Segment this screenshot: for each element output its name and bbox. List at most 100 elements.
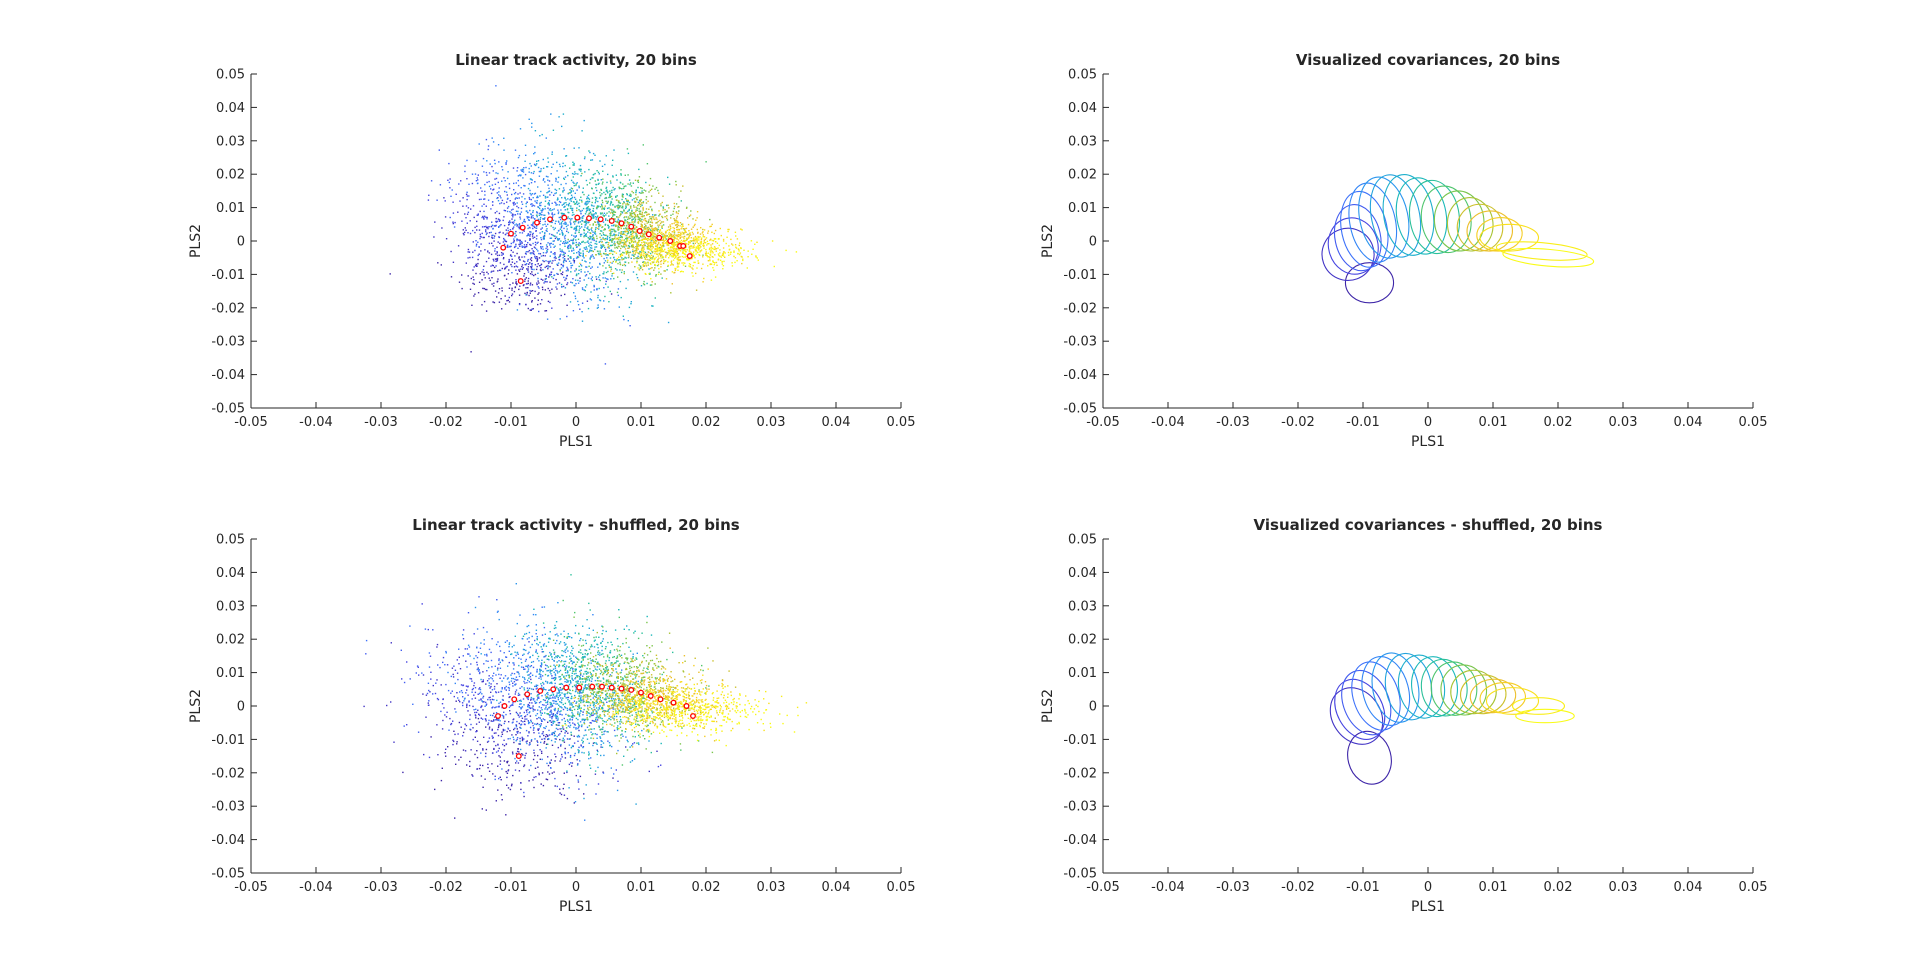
scatter-point bbox=[462, 749, 465, 751]
scatter-point bbox=[529, 262, 531, 264]
scatter-point bbox=[638, 257, 640, 260]
scatter-point bbox=[553, 235, 555, 237]
scatter-point bbox=[524, 720, 526, 722]
scatter-point bbox=[679, 231, 681, 234]
scatter-point bbox=[488, 737, 491, 739]
scatter-point bbox=[640, 187, 642, 189]
scatter-point bbox=[541, 738, 543, 740]
scatter-point bbox=[535, 238, 538, 240]
scatter-point bbox=[468, 251, 471, 253]
scatter-point bbox=[588, 212, 591, 214]
scatter-point bbox=[571, 719, 573, 721]
scatter-point bbox=[525, 752, 527, 755]
scatter-point bbox=[661, 277, 663, 279]
scatter-point bbox=[575, 244, 578, 246]
scatter-point bbox=[620, 234, 622, 237]
scatter-point bbox=[681, 233, 683, 235]
scatter-point bbox=[535, 776, 537, 778]
scatter-point bbox=[697, 249, 700, 251]
scatter-point bbox=[667, 226, 670, 228]
scatter-point bbox=[649, 229, 652, 231]
scatter-point bbox=[644, 212, 646, 214]
scatter-point bbox=[533, 776, 535, 779]
scatter-point bbox=[623, 224, 625, 227]
scatter-point bbox=[575, 235, 577, 237]
scatter-point bbox=[661, 201, 663, 204]
scatter-point bbox=[680, 241, 683, 244]
x-tick-label: 0 bbox=[572, 415, 580, 430]
scatter-point bbox=[485, 701, 487, 704]
scatter-point bbox=[575, 183, 577, 185]
scatter-point bbox=[500, 197, 502, 199]
scatter-point bbox=[646, 254, 649, 256]
scatter-point bbox=[623, 272, 625, 275]
scatter-point bbox=[561, 233, 564, 235]
scatter-point bbox=[454, 756, 456, 758]
scatter-point bbox=[659, 229, 661, 231]
scatter-point bbox=[542, 218, 545, 220]
scatter-point bbox=[575, 774, 577, 777]
scatter-point bbox=[677, 266, 680, 268]
scatter-point bbox=[506, 194, 508, 196]
scatter-point bbox=[702, 281, 704, 283]
scatter-point bbox=[473, 295, 475, 297]
scatter-point bbox=[540, 204, 542, 207]
scatter-point bbox=[503, 216, 505, 218]
scatter-point bbox=[610, 266, 612, 268]
scatter-point bbox=[547, 721, 549, 723]
scatter-point bbox=[735, 246, 737, 248]
scatter-point bbox=[490, 192, 493, 195]
scatter-point bbox=[621, 240, 623, 242]
scatter-point bbox=[559, 223, 561, 225]
scatter-point bbox=[657, 189, 659, 192]
scatter-point bbox=[635, 249, 638, 251]
scatter-point bbox=[557, 198, 559, 200]
scatter-point bbox=[519, 239, 521, 241]
scatter-point bbox=[643, 238, 646, 240]
scatter-point bbox=[676, 266, 678, 268]
scatter-point bbox=[480, 775, 483, 777]
scatter-point bbox=[661, 227, 663, 229]
scatter-point bbox=[434, 788, 436, 791]
scatter-point bbox=[740, 247, 742, 250]
scatter-point bbox=[474, 714, 477, 716]
scatter-point bbox=[494, 266, 496, 269]
scatter-point bbox=[557, 273, 559, 275]
scatter-point bbox=[495, 260, 497, 262]
scatter-point bbox=[540, 238, 543, 241]
scatter-point bbox=[657, 765, 660, 768]
scatter-point bbox=[674, 271, 676, 274]
scatter-point bbox=[503, 745, 506, 747]
scatter-point bbox=[629, 215, 631, 217]
scatter-point bbox=[549, 720, 552, 722]
scatter-point bbox=[516, 202, 518, 204]
scatter-point bbox=[668, 231, 670, 234]
scatter-point bbox=[662, 243, 664, 245]
scatter-point bbox=[641, 192, 643, 194]
scatter-point bbox=[409, 678, 411, 680]
scatter-point bbox=[615, 196, 617, 198]
scatter-point bbox=[496, 719, 498, 721]
panel-1-ylabel: PLS2 bbox=[188, 224, 204, 258]
x-tick-label: 0 bbox=[1424, 415, 1432, 430]
scatter-point bbox=[572, 247, 574, 249]
scatter-point bbox=[645, 273, 647, 275]
scatter-point bbox=[707, 243, 709, 245]
scatter-point bbox=[560, 273, 562, 275]
scatter-point bbox=[630, 257, 632, 259]
scatter-point bbox=[540, 255, 543, 257]
scatter-point bbox=[516, 720, 518, 723]
scatter-point bbox=[529, 189, 531, 192]
scatter-point bbox=[517, 213, 519, 215]
scatter-point bbox=[519, 712, 521, 714]
scatter-point bbox=[669, 233, 672, 235]
scatter-point bbox=[734, 244, 737, 246]
scatter-point bbox=[428, 194, 430, 196]
scatter-point bbox=[630, 233, 633, 236]
scatter-point bbox=[643, 228, 646, 231]
scatter-point bbox=[476, 214, 478, 216]
scatter-point bbox=[509, 730, 511, 732]
scatter-point bbox=[494, 706, 496, 709]
scatter-point bbox=[592, 207, 595, 210]
scatter-point bbox=[669, 250, 671, 253]
